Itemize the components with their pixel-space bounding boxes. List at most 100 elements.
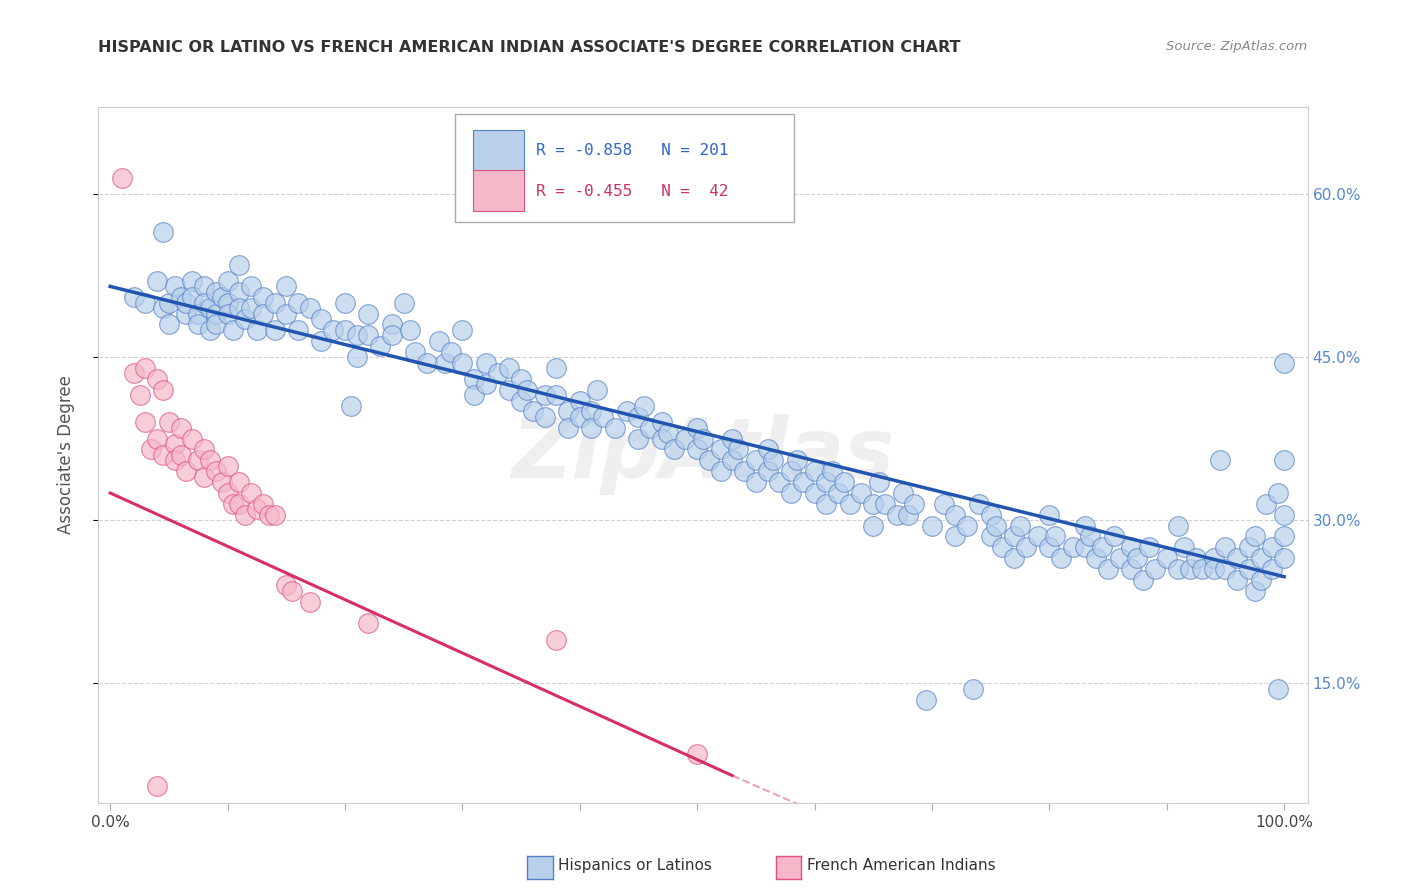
Point (581, 421, 603, 435)
Point (1156, 551, 1178, 566)
Point (1173, 541, 1195, 555)
Point (381, 328, 404, 343)
Point (240, 486, 263, 500)
Point (592, 409, 614, 424)
Point (263, 508, 285, 522)
Point (657, 426, 679, 441)
Text: Source: ZipAtlas.com: Source: ZipAtlas.com (1167, 40, 1308, 54)
Text: Hispanics or Latinos: Hispanics or Latinos (558, 858, 711, 872)
Point (1026, 529, 1049, 543)
Point (163, 453, 186, 467)
Point (198, 453, 221, 467)
Point (1108, 551, 1130, 566)
Point (211, 475, 233, 489)
Point (568, 393, 591, 408)
Point (1191, 562, 1213, 576)
Point (1208, 453, 1230, 467)
Point (673, 432, 696, 446)
Point (122, 367, 145, 381)
Point (1008, 518, 1031, 533)
Point (710, 442, 733, 457)
Point (803, 486, 825, 500)
Point (1121, 562, 1143, 576)
Point (193, 442, 215, 457)
Point (276, 307, 298, 321)
FancyBboxPatch shape (474, 130, 524, 171)
Point (1080, 529, 1102, 543)
Point (228, 301, 250, 315)
Point (633, 399, 655, 413)
Point (217, 274, 239, 288)
Point (546, 632, 568, 647)
Text: R = -0.455   N =  42: R = -0.455 N = 42 (536, 184, 728, 199)
Point (176, 295, 198, 310)
Point (263, 295, 285, 310)
Point (152, 225, 174, 239)
Point (1272, 508, 1295, 522)
Point (475, 355, 498, 369)
Point (827, 486, 849, 500)
Point (228, 475, 250, 489)
Point (1226, 551, 1249, 566)
Point (169, 290, 191, 304)
Point (815, 475, 838, 489)
Point (451, 323, 474, 337)
Point (710, 464, 733, 478)
Point (176, 307, 198, 321)
Point (768, 475, 790, 489)
Point (1202, 551, 1225, 566)
Text: R = -0.858   N = 201: R = -0.858 N = 201 (536, 144, 728, 159)
Point (357, 616, 380, 631)
Point (1015, 541, 1038, 555)
Point (1143, 562, 1166, 576)
Point (756, 442, 779, 457)
Point (427, 334, 450, 348)
Point (557, 404, 579, 418)
Point (745, 475, 768, 489)
Point (240, 301, 263, 315)
Point (392, 295, 415, 310)
Point (945, 529, 967, 543)
Point (991, 541, 1014, 555)
Point (510, 372, 533, 386)
Point (967, 497, 990, 511)
Point (263, 323, 285, 337)
FancyBboxPatch shape (456, 114, 793, 222)
Point (1085, 551, 1108, 566)
Point (322, 323, 344, 337)
Point (638, 421, 661, 435)
Point (897, 508, 920, 522)
Point (211, 290, 233, 304)
Point (1267, 486, 1289, 500)
Point (217, 295, 239, 310)
Text: ZipAtlas: ZipAtlas (512, 415, 894, 495)
Point (451, 355, 474, 369)
Point (475, 377, 498, 392)
Point (134, 295, 156, 310)
Point (257, 508, 280, 522)
Point (146, 780, 169, 794)
Point (193, 295, 215, 310)
Point (298, 301, 321, 315)
Text: French American Indians: French American Indians (807, 858, 995, 872)
Point (128, 388, 150, 402)
Point (333, 295, 356, 310)
Point (1002, 551, 1025, 566)
Point (357, 307, 380, 321)
Point (152, 301, 174, 315)
Point (803, 464, 825, 478)
Point (586, 383, 609, 397)
Point (146, 432, 169, 446)
Point (1250, 551, 1272, 566)
Point (463, 372, 485, 386)
Point (181, 290, 204, 304)
Point (1243, 583, 1265, 598)
Point (686, 421, 709, 435)
Point (533, 409, 555, 424)
Point (903, 497, 925, 511)
Point (333, 323, 356, 337)
Point (152, 383, 174, 397)
Point (368, 339, 391, 353)
Point (603, 421, 626, 435)
Point (1002, 529, 1025, 543)
